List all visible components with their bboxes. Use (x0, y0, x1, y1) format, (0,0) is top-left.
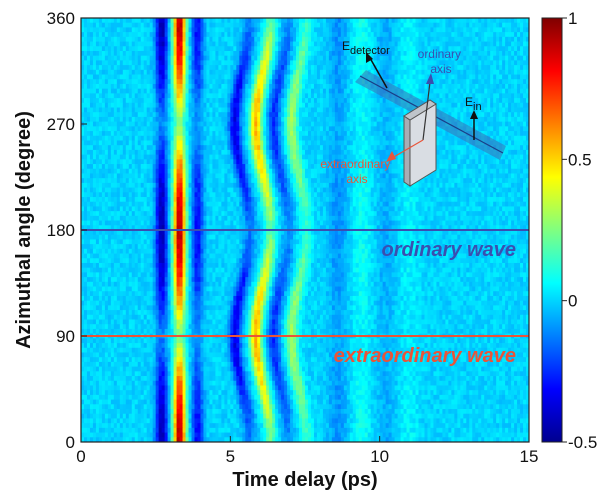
x-tick-label: 0 (76, 447, 85, 466)
e-in-arrowhead (470, 110, 478, 119)
y-axis: 0 90 180 270 360 (47, 9, 87, 452)
colorbar-tick-label: 0.5 (568, 150, 592, 169)
extraordinary-wave-label: extraordinary wave (334, 345, 516, 367)
extraordinary-axis-arrow (391, 139, 424, 159)
ordinary-axis-word: ordinary (418, 47, 461, 61)
x-axis-label: Time delay (ps) (232, 469, 377, 491)
colorbar (541, 17, 563, 443)
inset-diagram: Edetector ordinary axis Ein extraordinar… (320, 39, 506, 187)
ordinary-axis-arrowhead (426, 73, 434, 84)
extraordinary-axis-word2: axis (346, 172, 367, 186)
ordinary-axis-arrow (422, 81, 431, 141)
e-detector-arrowhead (366, 52, 373, 63)
extraordinary-axis-label: extraordinary axis (320, 157, 393, 186)
e-detector-arrow (369, 57, 388, 89)
e-in-symbol: E (465, 95, 473, 109)
colorbar-ticks: 1 0.5 0 -0.5 (562, 9, 597, 452)
e-detector-subscript: detector (350, 45, 390, 57)
x-tick-label: 5 (226, 447, 235, 466)
ordinary-axis-word2: axis (430, 62, 451, 76)
y-tick-label: 180 (47, 221, 75, 240)
heatmap-image (81, 18, 529, 442)
crystal-plate-top (403, 99, 437, 121)
y-axis-label: Azimuthal angle (degree) (13, 111, 35, 349)
extraordinary-axis-arrowhead (386, 151, 396, 162)
colorbar-tick-label: -0.5 (568, 433, 597, 452)
e-in-label: Ein (465, 95, 482, 113)
y-tick-label: 90 (56, 327, 75, 346)
y-tick-label: 270 (47, 115, 75, 134)
y-tick-label: 0 (66, 433, 75, 452)
e-in-subscript: in (473, 101, 482, 113)
e-detector-symbol: E (342, 39, 350, 53)
ordinary-axis-label: ordinary axis (418, 47, 465, 76)
colorbar-tick-label: 1 (568, 9, 577, 28)
x-tick-label: 15 (520, 447, 539, 466)
extraordinary-axis-word: extraordinary (320, 157, 390, 171)
e-detector-label: Edetector (342, 39, 390, 57)
y-tick-label: 360 (47, 9, 75, 28)
x-axis: 0 5 10 15 (76, 436, 538, 466)
x-tick-label: 10 (370, 447, 389, 466)
ordinary-wave-label: ordinary wave (381, 239, 516, 261)
colorbar-tick-label: 0 (568, 292, 577, 311)
